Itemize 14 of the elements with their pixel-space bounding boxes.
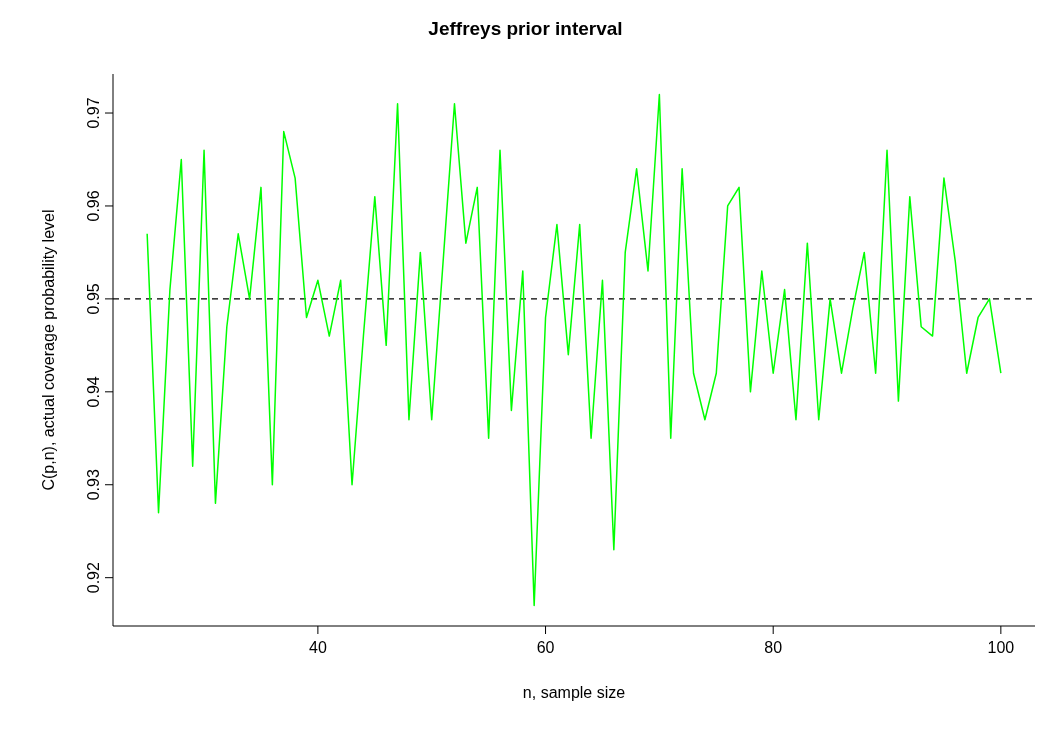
y-tick-label: 0.96 bbox=[85, 190, 102, 222]
line-series bbox=[146, 93, 1002, 607]
x-tick-label: 80 bbox=[764, 639, 783, 657]
y-tick-label: 0.93 bbox=[85, 469, 102, 501]
x-tick-label: 40 bbox=[308, 639, 327, 657]
x-axis-title: n, sample size bbox=[522, 684, 626, 701]
y-tick-label: 0.95 bbox=[85, 283, 102, 315]
x-tick-label: 60 bbox=[536, 639, 555, 657]
x-tick-label: 100 bbox=[987, 639, 1015, 657]
y-tick-label: 0.92 bbox=[85, 562, 102, 594]
y-tick-label: 0.97 bbox=[85, 97, 102, 129]
y-axis-title: C(p,n), actual coverage probability level bbox=[39, 209, 57, 491]
chart-title: Jeffreys prior interval bbox=[427, 18, 624, 40]
y-tick-label: 0.94 bbox=[85, 376, 102, 408]
